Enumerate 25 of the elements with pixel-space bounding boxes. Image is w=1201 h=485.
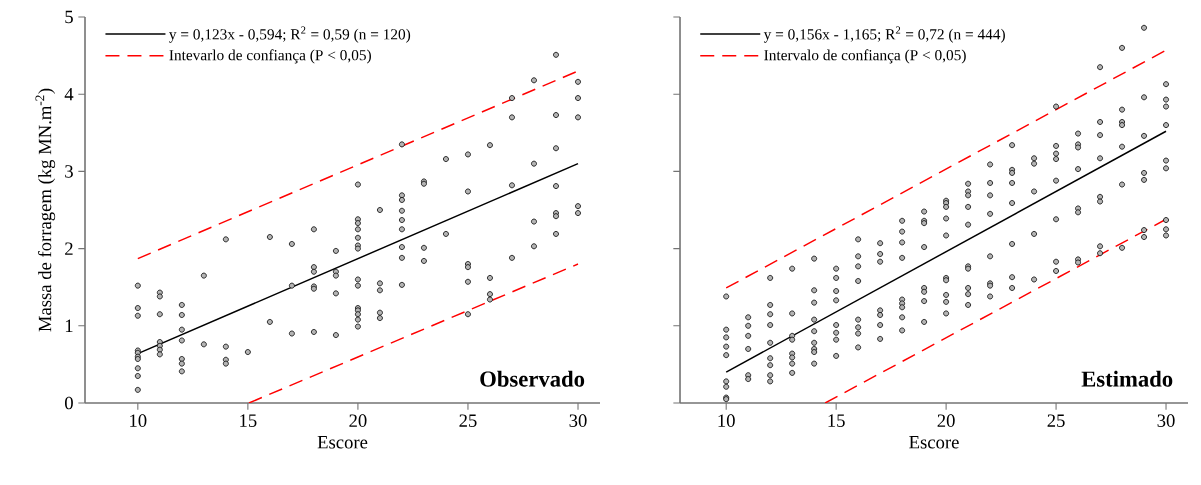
annotation: Observado xyxy=(480,370,585,387)
y-tick-label: 0 xyxy=(65,396,73,410)
x-tick-label: 20 xyxy=(349,414,367,427)
x-tick-label: 20 xyxy=(937,414,955,427)
x-tick-label: 25 xyxy=(459,414,477,427)
x-axis-title: Escore xyxy=(909,436,959,449)
legend-label: y = 0,156x - 1,165; R$^{2}$ = 0,72 (n = 444) xyxy=(763,26,1005,43)
y-tick-label: 5 xyxy=(65,10,73,24)
y-tick-label: 4 xyxy=(64,88,74,101)
legend-label: Intervalo de confiança (P < 0,05) xyxy=(764,49,966,64)
x-tick-label: 10 xyxy=(130,414,147,427)
x-tick-label: 30 xyxy=(1157,414,1175,427)
x-tick-label: 15 xyxy=(240,414,257,427)
x-tick-label: 15 xyxy=(828,414,845,427)
y-axis-title: Massa de forragem (kg MN.m$^{-2}$) xyxy=(35,88,56,332)
y-tick-label: 2 xyxy=(65,242,73,255)
legend-label: y = 0,123x - 0,594; R$^{2}$ = 0,59 (n = 120) xyxy=(169,26,411,43)
y-tick-label: 1 xyxy=(65,319,73,332)
annotation: Estimado xyxy=(1081,370,1173,387)
x-tick-label: 30 xyxy=(569,414,587,427)
x-axis-title: Escore xyxy=(317,436,368,449)
legend-label: Intevarlo de confiança (P < 0,05) xyxy=(169,49,371,64)
x-tick-label: 25 xyxy=(1047,414,1065,427)
x-tick-label: 10 xyxy=(718,414,735,427)
y-tick-label: 3 xyxy=(65,165,73,178)
